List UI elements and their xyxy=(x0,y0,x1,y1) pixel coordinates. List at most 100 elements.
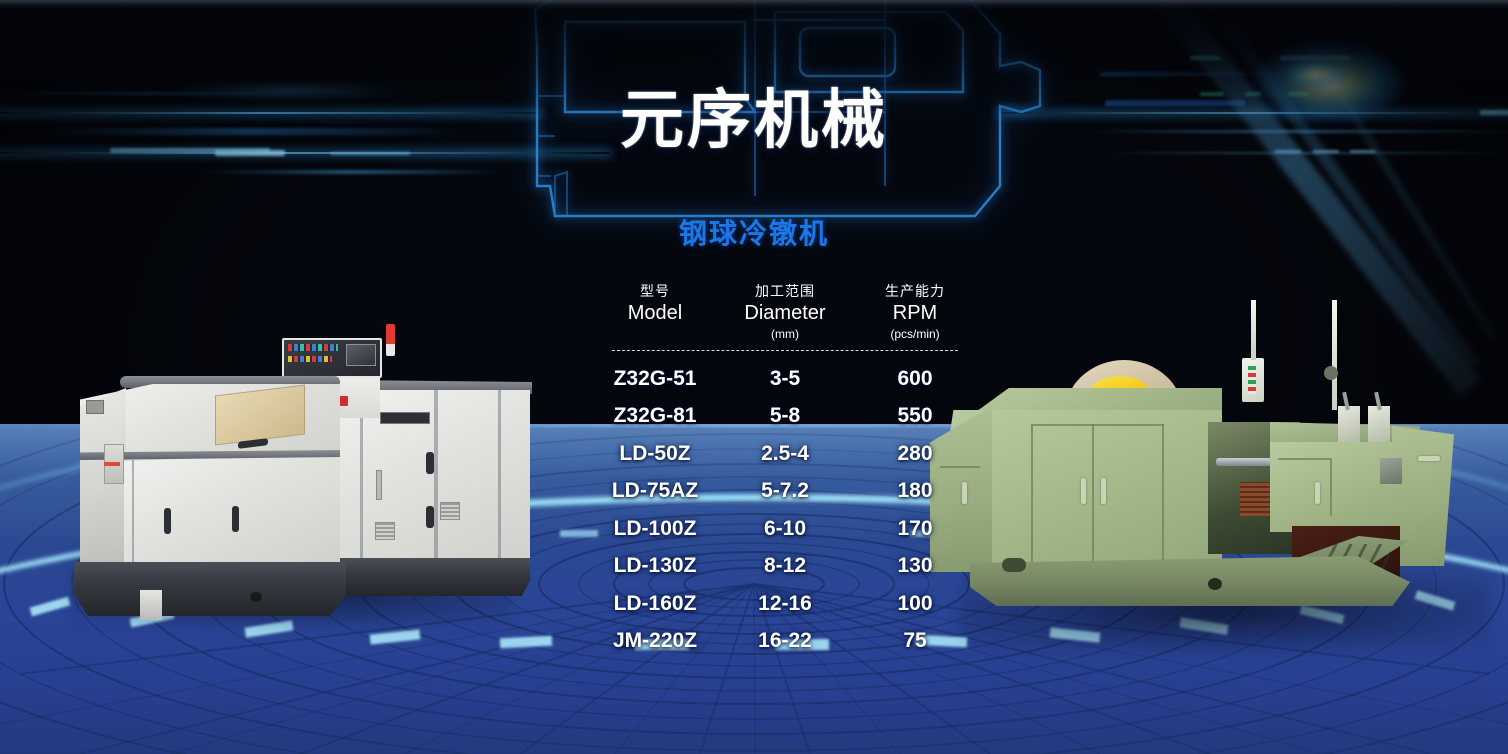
spec-col-header-rpm-cn: 生产能力 xyxy=(885,283,945,299)
machine-right-side-door-seam xyxy=(940,466,980,468)
spec-col-header-model: 型号 Model xyxy=(590,282,720,344)
spec-cell-model: LD-50Z xyxy=(619,441,691,465)
machine-left-latch xyxy=(376,470,382,500)
spec-table: 型号 Model 加工范围 Diameter (mm) 生产能力 RPM (pc… xyxy=(590,282,980,660)
machine-right-headbox-panel-seam xyxy=(1278,458,1330,460)
machine-left-side-plate xyxy=(86,400,104,414)
machine-left-cabinet-body xyxy=(332,390,530,570)
spec-table-row: JM-220Z 16-22 75 xyxy=(590,623,980,661)
machine-right-gearbox xyxy=(1380,458,1402,484)
machine-left-beacon-light xyxy=(386,324,395,356)
machine-photo-left xyxy=(60,300,532,640)
spec-col-header-diameter-unit: (mm) xyxy=(771,327,799,341)
machine-left-vent-1 xyxy=(440,502,460,520)
machine-left-cabinet-seam-2 xyxy=(434,390,438,568)
spec-table-row: LD-160Z 12-16 100 xyxy=(590,585,980,623)
spec-cell-model: Z32G-81 xyxy=(613,404,697,428)
machine-right-pendant-buttons xyxy=(1248,366,1256,394)
machine-left-cabinet-seam-1 xyxy=(360,390,363,568)
machine-left-button-row-top xyxy=(288,344,338,351)
machine-right-rod-detail xyxy=(1216,458,1292,466)
machine-right-end-handle xyxy=(1418,456,1440,461)
machine-right-headbox xyxy=(1270,438,1400,532)
spec-col-header-rpm: 生产能力 RPM (pcs/min) xyxy=(850,282,980,344)
spec-cell-model: LD-130Z xyxy=(613,554,697,578)
spec-cell-rpm: 550 xyxy=(897,404,933,428)
machine-left-main-base xyxy=(74,562,346,616)
spec-col-header-diameter-en: Diameter xyxy=(744,302,826,324)
spec-table-header: 型号 Model 加工范围 Diameter (mm) 生产能力 RPM (pc… xyxy=(590,282,980,344)
machine-left-base-foot xyxy=(140,590,162,620)
machine-right-door-handle-2 xyxy=(1101,478,1106,504)
machine-right-pole-1 xyxy=(1251,300,1256,360)
spec-cell-model: Z32G-51 xyxy=(613,366,697,390)
spec-col-header-model-cn: 型号 xyxy=(640,283,670,299)
machine-left-front-handle-2 xyxy=(232,506,239,532)
background-top-shade xyxy=(0,0,1508,120)
page-title: 元序机械 xyxy=(620,84,888,156)
spec-cell-rpm: 130 xyxy=(897,554,933,578)
spec-col-header-rpm-en: RPM xyxy=(892,302,938,324)
machine-left-hmi-screen xyxy=(346,344,376,366)
machine-right-door-seam-top xyxy=(1031,424,1164,426)
spec-table-row: LD-100Z 6-10 170 xyxy=(590,510,980,548)
spec-table-row: LD-50Z 2.5-4 280 xyxy=(590,435,980,473)
machine-left-cabinet-seam-3 xyxy=(498,390,501,568)
machine-right-door-seam-3 xyxy=(1162,424,1164,562)
spec-cell-diameter: 8-12 xyxy=(763,554,807,578)
machine-left-door-handle-1 xyxy=(426,452,434,474)
spec-table-row: Z32G-81 5-8 550 xyxy=(590,398,980,436)
machine-left-door-handle-2 xyxy=(426,506,434,528)
spec-col-header-diameter-cn: 加工范围 xyxy=(755,283,815,299)
spec-cell-diameter: 16-22 xyxy=(758,629,812,653)
spec-cell-diameter: 2.5-4 xyxy=(761,441,809,465)
machine-left-hood-band xyxy=(80,450,340,460)
spec-cell-model: LD-160Z xyxy=(613,591,697,615)
spec-cell-rpm: 100 xyxy=(897,591,933,615)
spec-cell-diameter: 12-16 xyxy=(758,591,812,615)
spec-table-row: LD-130Z 8-12 130 xyxy=(590,548,980,586)
machine-left-hood-door-seam xyxy=(132,460,134,568)
spec-cell-rpm: 170 xyxy=(897,516,933,540)
machine-left-nameplate xyxy=(380,412,430,424)
page-subtitle: 钢球冷镦机 xyxy=(678,218,829,249)
machine-right-base-roller xyxy=(1002,558,1026,572)
spec-cell-diameter: 5-7.2 xyxy=(761,479,809,503)
spec-col-header-model-en: Model xyxy=(627,302,683,324)
spec-table-row: Z32G-51 3-5 600 xyxy=(590,360,980,398)
machine-right-toolpost-1 xyxy=(1338,406,1360,442)
machine-right-base-hole xyxy=(1208,578,1222,590)
spec-table-body: Z32G-51 3-5 600 Z32G-81 5-8 550 LD-50Z 2.5-4 280… xyxy=(590,360,980,660)
machine-right-door-seam-1 xyxy=(1031,425,1033,563)
spec-cell-model: LD-75AZ xyxy=(611,479,699,503)
spec-col-header-rpm-unit: (pcs/min) xyxy=(890,327,940,341)
spec-cell-model: JM-220Z xyxy=(612,629,698,653)
machine-right-pole-2 xyxy=(1332,300,1337,410)
spec-col-header-model-unit xyxy=(590,326,720,344)
spec-cell-diameter: 3-5 xyxy=(769,366,801,390)
spec-cell-diameter: 5-8 xyxy=(769,404,801,428)
machine-left-cabinet-base xyxy=(328,558,530,596)
machine-right-door-seam-2 xyxy=(1092,424,1094,562)
spec-cell-rpm: 180 xyxy=(897,479,933,503)
machine-right-side-handle xyxy=(962,482,967,504)
spec-cell-rpm: 600 xyxy=(897,366,933,390)
machine-left-button-row-bottom xyxy=(288,356,332,362)
machine-right-door-handle-1 xyxy=(1081,478,1086,504)
spec-table-divider xyxy=(612,350,958,351)
spec-cell-rpm: 75 xyxy=(903,629,927,653)
machine-photo-right xyxy=(930,300,1500,650)
machine-right-headbox-handle xyxy=(1315,482,1320,504)
machine-right-headbox-panel-seam-v xyxy=(1330,458,1332,516)
machine-left-vent-2 xyxy=(375,522,395,540)
background-top-sheen xyxy=(0,0,1508,10)
machine-left-front-handle-1 xyxy=(164,508,171,534)
machine-right-pole-knob xyxy=(1324,366,1338,380)
spec-cell-rpm: 280 xyxy=(897,441,933,465)
machine-left-valve-handle xyxy=(104,462,120,466)
spec-cell-diameter: 6-10 xyxy=(763,516,807,540)
machine-left-base-bolt xyxy=(250,592,262,602)
spec-cell-model: LD-100Z xyxy=(613,516,697,540)
spec-col-header-diameter: 加工范围 Diameter (mm) xyxy=(720,282,850,344)
